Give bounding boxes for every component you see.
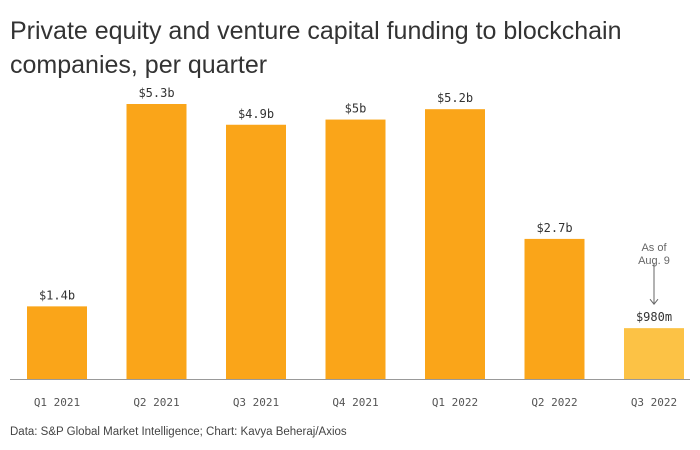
tick-label-q4-2021: Q4 2021 bbox=[332, 396, 378, 409]
value-label-q3-2022: $980m bbox=[636, 310, 672, 324]
bar-q1-2021 bbox=[27, 306, 87, 379]
value-label-q1-2022: $5.2b bbox=[437, 91, 473, 105]
annotation-text-line-2: Aug. 9 bbox=[638, 255, 670, 267]
bar-q1-2022 bbox=[425, 109, 485, 379]
value-label-q1-2021: $1.4b bbox=[39, 288, 75, 302]
bar-q4-2021 bbox=[325, 119, 386, 379]
chart-title: Private equity and venture capital fundi… bbox=[10, 17, 622, 79]
bar-q2-2022 bbox=[524, 238, 585, 379]
bars-group bbox=[27, 104, 684, 379]
tick-label-q1-2022: Q1 2022 bbox=[432, 396, 478, 409]
annotation-text-line-1: As of bbox=[641, 242, 667, 254]
tick-label-q2-2021: Q2 2021 bbox=[133, 396, 179, 409]
value-label-q3-2021: $4.9b bbox=[238, 107, 274, 121]
tick-label-q3-2022: Q3 2022 bbox=[631, 396, 677, 409]
value-labels-group: $1.4b $5.3b $4.9b $5b $5.2b $2.7b $980m bbox=[39, 86, 672, 324]
value-label-q2-2022: $2.7b bbox=[536, 221, 572, 235]
tick-label-q3-2021: Q3 2021 bbox=[233, 396, 279, 409]
annotation-arrow-head bbox=[649, 298, 659, 305]
value-label-q4-2021: $5b bbox=[345, 102, 367, 116]
tick-label-q2-2022: Q2 2022 bbox=[531, 396, 577, 409]
source-note: Data: S&P Global Market Intelligence; Ch… bbox=[10, 426, 347, 438]
bar-q3-2022 bbox=[624, 328, 684, 379]
x-tick-labels-group: Q1 2021 Q2 2021 Q3 2021 Q4 2021 Q1 2022 Q2 20… bbox=[34, 396, 677, 409]
tick-label-q1-2021: Q1 2021 bbox=[34, 396, 80, 409]
bar-q2-2021 bbox=[126, 104, 187, 379]
bar-q3-2021 bbox=[226, 124, 286, 379]
value-label-q2-2021: $5.3b bbox=[138, 86, 174, 100]
